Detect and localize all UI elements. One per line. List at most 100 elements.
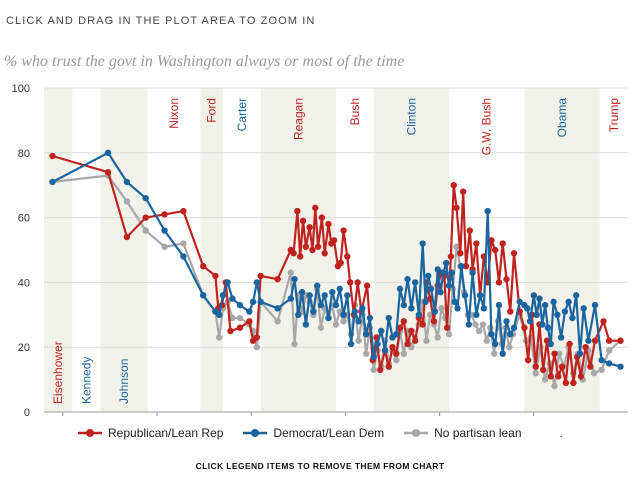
data-point [562, 379, 570, 387]
plot-area[interactable]: 0 20 40 60 80 100 196019701980199020002010 Ei… [0, 0, 640, 420]
legend-marker-republican [78, 429, 102, 437]
data-point [294, 207, 301, 215]
data-point [161, 211, 168, 218]
data-point [274, 275, 281, 283]
data-point [569, 314, 576, 322]
data-point [591, 337, 599, 344]
legend-item-democrat[interactable]: Democrat/Lean Dem [243, 426, 384, 440]
data-point [443, 324, 451, 331]
data-point [298, 288, 306, 296]
data-point [476, 292, 484, 299]
data-point [287, 295, 294, 302]
data-point [180, 240, 187, 247]
data-point [434, 334, 441, 341]
data-point [540, 366, 547, 374]
data-point [587, 363, 594, 370]
data-point [180, 207, 187, 215]
data-point [332, 301, 340, 309]
data-point [415, 311, 423, 318]
band-clinton [373, 88, 450, 412]
data-point [142, 214, 149, 221]
data-point [385, 363, 392, 370]
president-label-johnson: Johnson [117, 359, 131, 404]
data-point [551, 382, 558, 390]
legend-label-democrat: Democrat/Lean Dem [273, 426, 385, 440]
legend-item-republican[interactable]: Republican/Lean Rep [78, 426, 223, 440]
data-point [480, 305, 488, 312]
data-point [236, 314, 244, 322]
data-point [516, 298, 523, 306]
data-point [576, 350, 584, 357]
data-point [469, 269, 476, 276]
y-axis: 0 20 40 60 80 100 [12, 83, 30, 419]
legend-marker-no-lean [404, 429, 429, 437]
president-label-kennedy: Kennedy [79, 357, 93, 404]
president-label-trump: Trump [607, 98, 621, 133]
data-point [495, 301, 503, 309]
data-point [123, 198, 131, 205]
data-point [340, 311, 347, 318]
data-point [351, 308, 359, 315]
data-point [212, 272, 219, 280]
data-point [306, 224, 313, 231]
data-point [503, 318, 510, 325]
data-point [253, 344, 261, 351]
data-point [229, 295, 236, 302]
data-point [224, 279, 231, 286]
data-point [484, 207, 491, 215]
data-point [555, 373, 562, 380]
data-point [393, 331, 400, 338]
data-point [378, 327, 385, 335]
data-point [385, 314, 392, 322]
data-point [557, 334, 565, 341]
data-point [544, 324, 552, 331]
data-point [321, 250, 328, 257]
legend-item-no-lean[interactable]: No partisan lean [404, 426, 522, 440]
data-point [450, 182, 457, 189]
data-point [443, 259, 450, 267]
president-label-carter: Carter [235, 98, 249, 131]
data-point [491, 340, 499, 348]
president-label-eisenhower: Eisenhower [51, 341, 65, 404]
y-tick-label: 40 [18, 277, 30, 289]
data-point [123, 178, 131, 186]
data-point [216, 311, 223, 318]
data-point [590, 369, 598, 377]
data-point [566, 340, 573, 348]
data-point [355, 318, 362, 325]
data-point [246, 308, 253, 315]
data-point [448, 269, 456, 276]
data-point [321, 292, 328, 299]
y-tick-label: 20 [18, 342, 30, 354]
chart-title: % who trust the govt in Washington alway… [4, 53, 405, 70]
data-point [287, 269, 294, 276]
data-point [227, 327, 234, 335]
data-point [451, 298, 458, 306]
data-point [340, 227, 347, 234]
data-point [598, 356, 605, 364]
data-point [483, 337, 490, 344]
band-eisenhower [44, 88, 73, 412]
data-point [447, 253, 455, 260]
data-point [400, 350, 408, 357]
data-point [547, 373, 554, 380]
data-point [123, 233, 131, 241]
data-point [532, 363, 539, 370]
data-point [302, 243, 310, 250]
data-point [411, 279, 419, 286]
data-point [336, 285, 343, 293]
data-point [419, 321, 426, 328]
data-point [577, 373, 585, 380]
president-label-g-w-bush: G.W. Bush [480, 98, 494, 155]
data-point [499, 240, 506, 247]
data-point [488, 331, 495, 338]
data-point [312, 204, 319, 212]
data-point [506, 344, 513, 351]
data-point [161, 227, 168, 234]
data-point [253, 334, 261, 341]
data-point [453, 243, 460, 250]
data-point [440, 269, 447, 276]
data-point [507, 331, 514, 338]
data-point [362, 350, 370, 357]
grid-lines [44, 87, 628, 413]
